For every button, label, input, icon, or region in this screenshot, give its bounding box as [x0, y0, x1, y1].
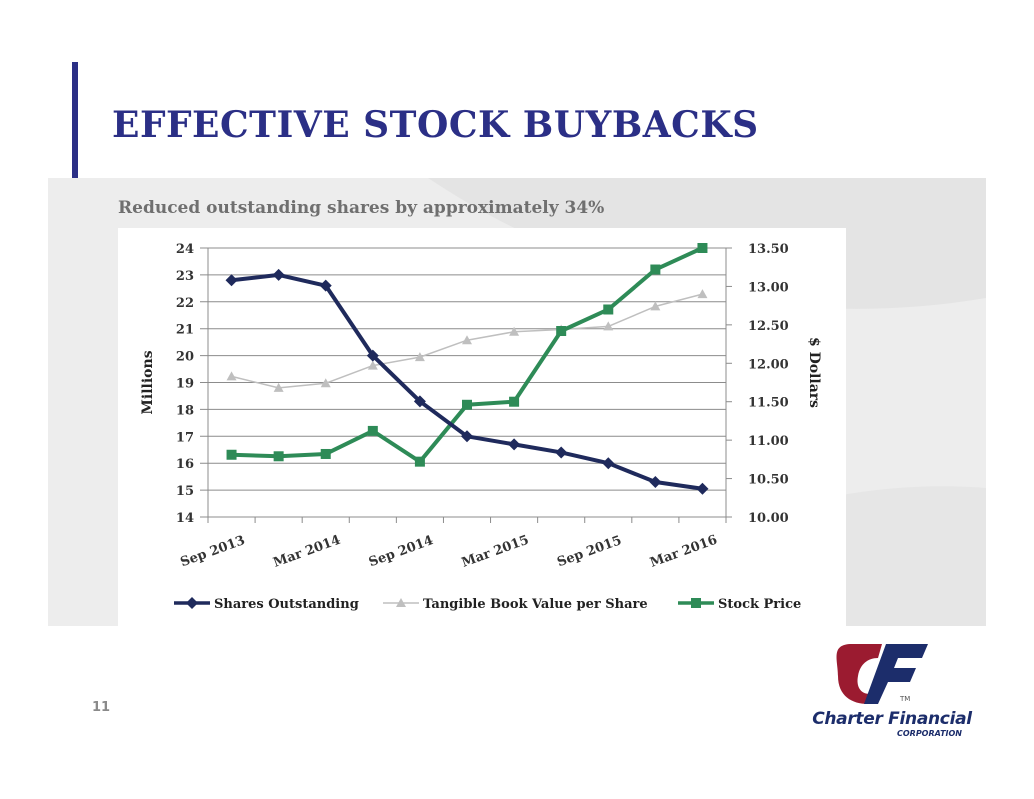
y-tick-label: 21: [176, 323, 194, 338]
y-tick-label: 16: [176, 457, 194, 472]
charter-financial-logo-icon: [836, 644, 928, 704]
x-tick-label: Sep 2015: [555, 533, 624, 570]
y2-axis-title: $ Dollars: [806, 337, 822, 408]
tangible-book-value-per-share-point: [509, 326, 520, 336]
y-tick-label: 24: [176, 242, 194, 257]
legend-marker: [691, 598, 701, 608]
tangible-book-value-per-share-point: [650, 301, 661, 311]
x-tick-label: Sep 2013: [179, 533, 248, 570]
y2-tick-label: 12.00: [748, 357, 789, 372]
stock-price-point: [462, 399, 472, 410]
tangible-book-value-per-share-point: [273, 382, 284, 392]
logo-subtitle: CORPORATION: [896, 729, 962, 738]
shares-outstanding-point: [649, 476, 662, 489]
legend-label-tangible-book-value-per-share: Tangible Book Value per Share: [423, 597, 648, 612]
x-tick-label: Mar 2015: [460, 533, 531, 571]
y-tick-label: 23: [176, 269, 194, 284]
line-chart: 14 15 16 17 18 19 20 21 22 23 24 10.00 10.50 11.00 11.…: [140, 242, 822, 612]
page-number: 11: [92, 700, 111, 715]
title-accent-bar: [72, 62, 78, 202]
shares-outstanding-point: [225, 274, 238, 287]
slide-subtitle: Reduced outstanding shares by approximat…: [118, 198, 605, 218]
stock-price-point: [414, 456, 425, 467]
tangible-book-value-per-share-point: [226, 371, 237, 381]
y2-tick-label: 11.00: [748, 434, 789, 449]
tangible-book-value-per-share-point: [697, 289, 708, 299]
y2-tick-label: 13.00: [748, 280, 789, 295]
y-tick-label: 20: [176, 350, 194, 365]
x-tick-label: Mar 2016: [648, 533, 719, 571]
x-tick-label: Sep 2014: [367, 533, 436, 570]
y-tick-label: 18: [176, 403, 194, 418]
legend-label-shares-outstanding: Shares Outstanding: [214, 597, 359, 612]
logo-trademark: TM: [900, 695, 911, 703]
stock-price-point: [509, 396, 520, 407]
shares-outstanding-point: [272, 268, 285, 281]
shares-outstanding-point: [508, 438, 521, 451]
y2-tick-label: 10.50: [748, 473, 789, 488]
y-tick-label: 22: [176, 296, 194, 311]
chart-panel: 14 15 16 17 18 19 20 21 22 23 24 10.00 10.50 11.00 11.…: [118, 228, 846, 626]
y2-tick-label: 10.00: [748, 511, 789, 526]
stock-price-point: [367, 425, 378, 436]
y-tick-label: 14: [176, 511, 194, 526]
tangible-book-value-per-share-point: [320, 378, 331, 388]
shares-outstanding-point: [555, 446, 568, 459]
stock-price-point: [226, 449, 237, 460]
tangible-book-value-per-share-point: [462, 335, 472, 345]
y-tick-label: 19: [176, 377, 194, 392]
shares-outstanding-point: [461, 430, 473, 443]
shares-outstanding-point: [319, 279, 332, 292]
stock-price-point: [697, 243, 708, 253]
y-tick-label: 17: [176, 430, 194, 445]
tangible-book-value-per-share-point: [603, 321, 614, 331]
y-axis-title: Millions: [140, 350, 156, 414]
x-tick-label: Mar 2014: [271, 533, 342, 571]
legend-marker: [186, 597, 198, 609]
shares-outstanding-point: [413, 395, 426, 408]
y2-tick-label: 12.50: [748, 319, 789, 334]
shares-outstanding-point: [602, 457, 615, 470]
tangible-book-value-per-share-point: [367, 360, 378, 370]
y-tick-label: 15: [176, 484, 194, 499]
stock-price-point: [650, 264, 661, 275]
y2-tick-label: 11.50: [748, 396, 789, 411]
shares-outstanding-point: [366, 349, 379, 362]
stock-price-point: [556, 326, 567, 337]
stock-price-point: [320, 448, 331, 459]
tangible-book-value-per-share-point: [414, 352, 425, 362]
legend-label-stock-price: Stock Price: [718, 597, 801, 612]
shares-outstanding-point: [696, 482, 709, 495]
slide-title: EFFECTIVE STOCK BUYBACKS: [112, 104, 759, 146]
logo-wordmark: Charter Financial: [812, 709, 972, 729]
y2-tick-label: 13.50: [748, 242, 789, 257]
stock-price-point: [273, 451, 284, 462]
legend-marker: [396, 598, 406, 607]
stock-price-point: [603, 304, 614, 315]
